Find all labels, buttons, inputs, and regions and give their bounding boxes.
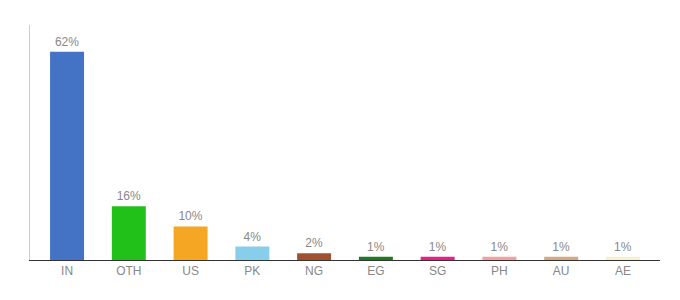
svg-text:1%: 1%	[552, 240, 570, 254]
svg-text:1%: 1%	[429, 240, 447, 254]
svg-text:2%: 2%	[305, 236, 323, 250]
svg-text:PK: PK	[244, 264, 260, 278]
svg-text:AU: AU	[553, 264, 570, 278]
svg-text:SG: SG	[429, 264, 446, 278]
svg-text:1%: 1%	[367, 240, 385, 254]
svg-text:10%: 10%	[178, 209, 202, 223]
svg-text:OTH: OTH	[116, 264, 141, 278]
svg-text:16%: 16%	[117, 189, 141, 203]
svg-text:1%: 1%	[614, 240, 632, 254]
svg-text:IN: IN	[61, 264, 73, 278]
svg-text:62%: 62%	[55, 35, 79, 49]
svg-text:NG: NG	[305, 264, 323, 278]
svg-text:1%: 1%	[491, 240, 509, 254]
svg-text:US: US	[182, 264, 199, 278]
svg-text:4%: 4%	[244, 230, 262, 244]
svg-text:AE: AE	[615, 264, 631, 278]
svg-text:EG: EG	[367, 264, 384, 278]
svg-text:PH: PH	[491, 264, 508, 278]
